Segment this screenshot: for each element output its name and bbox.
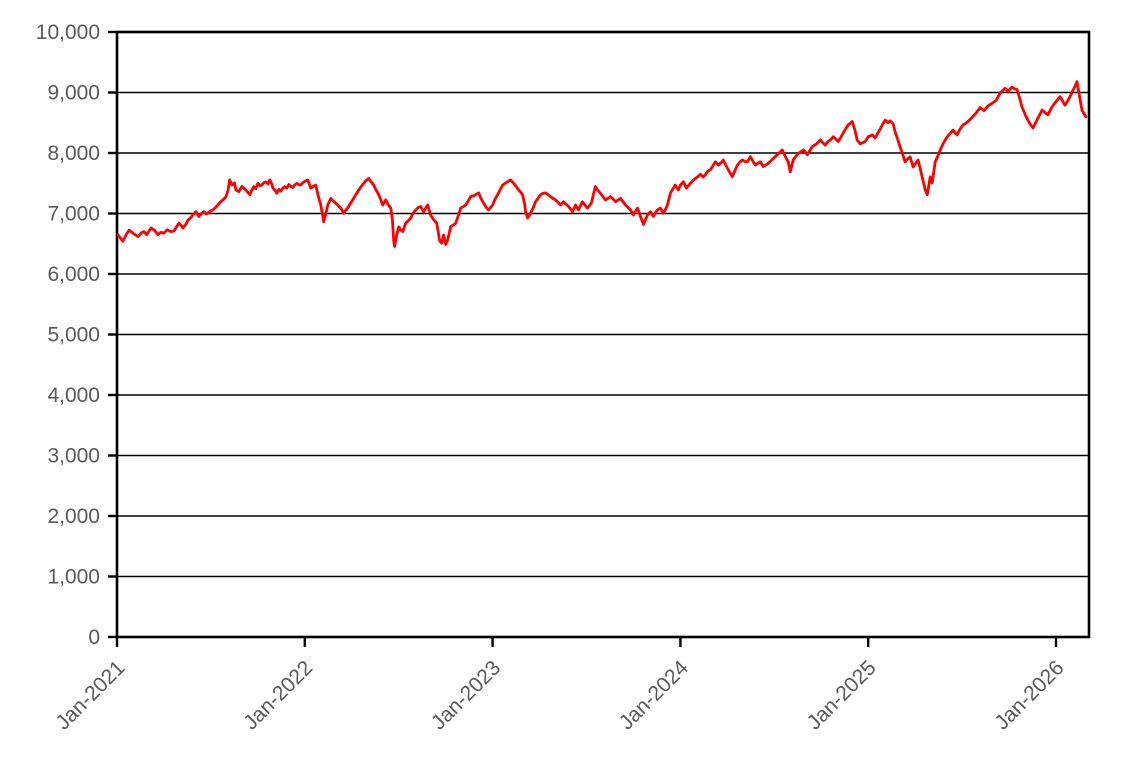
y-tick-label: 2,000 (47, 505, 100, 528)
x-tick-label: Jan-2024 (615, 656, 693, 734)
y-tick-label: 7,000 (47, 203, 100, 226)
y-tick-label: 9,000 (47, 82, 100, 105)
y-tick-label: 1,000 (47, 566, 100, 589)
y-tick-label: 8,000 (47, 142, 100, 165)
y-tick-label: 5,000 (47, 324, 100, 347)
x-tick-label: Jan-2026 (990, 656, 1068, 734)
x-tick-label: Jan-2021 (51, 656, 129, 734)
y-tick-label: 10,000 (36, 21, 100, 44)
y-tick-label: 4,000 (47, 384, 100, 407)
x-tick-label: Jan-2022 (239, 656, 317, 734)
y-tick-label: 0 (88, 626, 100, 649)
x-tick-label: Jan-2023 (427, 656, 505, 734)
price-line-index-price-daily (116, 80, 1088, 248)
y-tick-label: 3,000 (47, 445, 100, 468)
x-tick-label: Jan-2025 (803, 656, 881, 734)
y-tick-label: 6,000 (47, 263, 100, 286)
plot-border (115, 30, 1091, 639)
